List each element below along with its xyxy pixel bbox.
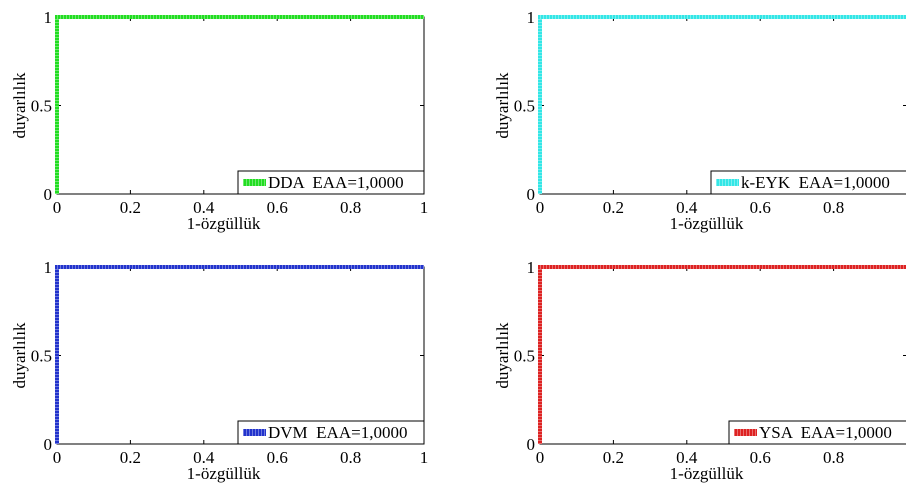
x-tick-label: 0.4	[193, 198, 215, 217]
x-tick-label: 0.2	[603, 198, 624, 217]
x-tick-label: 0.6	[750, 448, 771, 467]
series-line-texture-ysa	[538, 265, 906, 444]
plot-area-ysa	[539, 266, 906, 445]
x-axis-label: 1-özgüllük	[187, 464, 261, 483]
y-axis-label: duyarlılık	[10, 322, 29, 389]
legend-box-dvm	[237, 420, 425, 445]
x-axis-label: 1-özgüllük	[670, 464, 744, 483]
x-tick-label: 1	[420, 198, 429, 217]
x-tick-label: 1	[420, 448, 429, 467]
legend-label-keyk: k-EYK EAA=1,0000	[741, 173, 890, 192]
legend-label-ysa: YSA EAA=1,0000	[759, 423, 892, 442]
x-tick-label: 0	[536, 448, 545, 467]
y-tick-label: 0.5	[31, 347, 52, 366]
series-line-ysa	[538, 265, 906, 444]
plot-area-keyk	[539, 16, 906, 195]
panel-dvm: 0 0.2 0.4 0.6 0.8 1 0 0.5 1 1-özgüllük duyarlılık D…	[10, 258, 428, 483]
x-tick-label: 0.8	[340, 198, 361, 217]
x-tick-label: 0.4	[676, 448, 698, 467]
x-tick-label: 0.8	[823, 448, 844, 467]
x-tick-label: 0.4	[676, 198, 698, 217]
x-tick-label: 0	[53, 448, 62, 467]
y-tick-label: 0.5	[514, 347, 535, 366]
series-line-texture-dda	[55, 15, 424, 194]
y-tick-label: 1	[44, 258, 53, 277]
y-tick-label: 0.5	[514, 97, 535, 116]
panel-keyk: 0 0.2 0.4 0.6 0.8 0 0.5 1 1-özgüllük duyarlılık k-…	[493, 8, 906, 233]
x-tick-label: 0.4	[193, 448, 215, 467]
x-tick-label: 0	[536, 198, 545, 217]
y-axis-label: duyarlılık	[493, 72, 512, 139]
series-line-texture-dvm	[55, 265, 424, 444]
y-tick-label: 1	[527, 8, 536, 27]
y-tick-label: 1	[527, 258, 536, 277]
x-tick-label: 0.2	[120, 448, 141, 467]
y-tick-label: 0	[44, 185, 53, 204]
y-axis-label: duyarlılık	[493, 322, 512, 389]
series-line-dvm	[55, 265, 424, 444]
x-axis-label: 1-özgüllük	[187, 214, 261, 233]
series-line-keyk	[538, 15, 906, 194]
series-line-texture-keyk	[538, 15, 906, 194]
x-tick-label: 0.8	[823, 198, 844, 217]
y-axis-label: duyarlılık	[10, 72, 29, 139]
legend-label-dda: DDA EAA=1,0000	[268, 173, 404, 192]
legend-box-dda	[237, 170, 425, 195]
panel-dda: 0 0.2 0.4 0.6 0.8 1 0 0.5 1 1-özgüllük duyarlılık D…	[10, 8, 428, 233]
legend-box-keyk	[710, 170, 906, 195]
x-tick-label: 0.2	[603, 448, 624, 467]
x-tick-label: 0	[53, 198, 62, 217]
y-tick-label: 1	[44, 8, 53, 27]
series-line-dda	[55, 15, 424, 194]
x-tick-label: 0.2	[120, 198, 141, 217]
y-tick-label: 0	[527, 185, 536, 204]
plot-area-dvm	[56, 266, 425, 445]
x-tick-label: 0.8	[340, 448, 361, 467]
x-tick-label: 0.6	[267, 198, 288, 217]
y-tick-label: 0	[527, 435, 536, 454]
plot-area-dda	[56, 16, 425, 195]
x-tick-label: 0.6	[267, 448, 288, 467]
y-tick-label: 0.5	[31, 97, 52, 116]
x-tick-label: 0.6	[750, 198, 771, 217]
legend-label-dvm: DVM EAA=1,0000	[268, 423, 407, 442]
panel-ysa: 0 0.2 0.4 0.6 0.8 0 0.5 1 1-özgüllük duyarlılık YS…	[493, 258, 906, 483]
x-axis-label: 1-özgüllük	[670, 214, 744, 233]
y-tick-label: 0	[44, 435, 53, 454]
legend-box-ysa	[728, 420, 906, 445]
